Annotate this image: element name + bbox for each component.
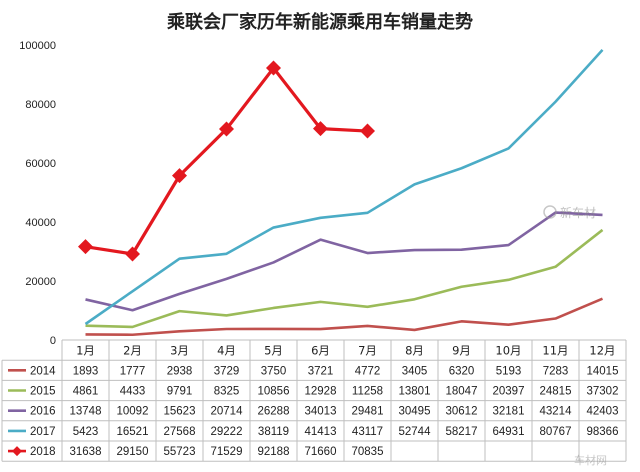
data-label: 14015 (587, 365, 619, 377)
data-label: 13748 (70, 406, 102, 418)
data-label: 1777 (120, 365, 146, 377)
data-label: 71660 (305, 446, 337, 458)
y-tick-label: 40000 (25, 217, 56, 229)
data-label: 4433 (120, 386, 146, 398)
x-tick-label: 4月 (217, 344, 236, 358)
data-label: 3729 (214, 365, 240, 377)
data-label: 27568 (164, 426, 196, 438)
x-tick-label: 6月 (311, 344, 330, 358)
data-point-2018 (219, 121, 234, 137)
data-label: 6320 (449, 365, 475, 377)
data-label: 29222 (211, 426, 243, 438)
x-tick-label: 2月 (123, 344, 142, 358)
data-label: 8325 (214, 386, 240, 398)
data-label: 37302 (587, 386, 619, 398)
data-label: 30612 (446, 406, 478, 418)
data-label: 43117 (352, 426, 383, 438)
data-label: 32181 (493, 406, 525, 418)
data-label: 29481 (352, 406, 384, 418)
data-label: 15623 (164, 406, 196, 418)
data-label: 20714 (211, 406, 244, 418)
x-tick-label: 8月 (405, 344, 424, 358)
chart-title: 乘联会厂家历年新能源乘用车销量走势 (166, 11, 473, 33)
data-label: 42403 (587, 406, 619, 418)
legend-label-2015: 2015 (30, 386, 56, 398)
legend-label-2014: 2014 (30, 365, 56, 377)
data-point-2018 (125, 246, 140, 262)
legend-label-2017: 2017 (30, 426, 56, 438)
data-label: 5193 (496, 365, 522, 377)
y-tick-label: 20000 (25, 276, 56, 288)
y-tick-label: 0 (50, 335, 56, 347)
data-point-2018 (360, 123, 375, 139)
data-label: 5423 (73, 426, 99, 438)
data-label: 3750 (261, 365, 287, 377)
data-label: 20397 (493, 386, 525, 398)
data-label: 31638 (70, 446, 102, 458)
series-line-2016 (85, 211, 603, 312)
x-tick-label: 7月 (358, 344, 377, 358)
data-label: 52744 (399, 426, 432, 438)
data-label: 1893 (73, 365, 99, 377)
data-label: 34013 (305, 406, 337, 418)
data-point-2018 (78, 239, 93, 255)
x-tick-label: 12月 (589, 344, 615, 358)
x-tick-label: 9月 (452, 344, 471, 358)
data-label: 18047 (446, 386, 478, 398)
data-label: 4861 (73, 386, 99, 398)
data-label: 70835 (352, 446, 384, 458)
data-label: 55723 (164, 446, 196, 458)
data-point-2018 (266, 60, 281, 76)
x-tick-label: 3月 (170, 344, 189, 358)
data-label: 38119 (258, 426, 289, 438)
data-label: 41413 (305, 426, 337, 438)
legend-marker-2018 (12, 446, 22, 457)
watermark-logo-icon (543, 205, 557, 219)
series-line-2017 (84, 48, 604, 326)
data-label: 10092 (117, 406, 149, 418)
data-label: 30495 (399, 406, 431, 418)
data-label: 71529 (211, 446, 243, 458)
x-tick-label: 10月 (495, 344, 521, 358)
data-label: 13801 (399, 386, 431, 398)
data-label: 11258 (352, 386, 383, 398)
y-tick-label: 60000 (25, 158, 56, 170)
x-tick-label: 11月 (542, 344, 568, 358)
data-label: 7283 (543, 365, 569, 377)
data-label: 12928 (305, 386, 337, 398)
data-label: 92188 (258, 446, 290, 458)
legend-label-2018: 2018 (30, 446, 56, 458)
data-point-2018 (172, 168, 187, 184)
legend-label-2016: 2016 (30, 406, 56, 418)
x-tick-label: 1月 (76, 344, 95, 358)
y-tick-label: 80000 (25, 99, 56, 111)
watermark-text: 新车材 (560, 205, 596, 220)
data-label: 3405 (402, 365, 428, 377)
data-label: 10856 (258, 386, 290, 398)
data-label: 64931 (493, 426, 525, 438)
data-label: 43214 (540, 406, 573, 418)
series-line-2015 (85, 228, 604, 329)
data-label: 58217 (446, 426, 478, 438)
data-label: 26288 (258, 406, 290, 418)
x-tick-label: 5月 (264, 344, 283, 358)
data-label: 4772 (355, 365, 381, 377)
data-label: 2938 (167, 365, 193, 377)
data-label: 29150 (117, 446, 149, 458)
y-tick-label: 100000 (19, 40, 56, 52)
data-label: 98366 (587, 426, 619, 438)
data-label: 3721 (308, 365, 334, 377)
data-label: 16521 (117, 426, 149, 438)
data-label: 24815 (540, 386, 572, 398)
data-point-2018 (313, 121, 328, 137)
data-label: 9791 (167, 386, 193, 398)
series-line-2018 (85, 66, 368, 256)
data-label: 80767 (540, 426, 572, 438)
watermark-subtext: 车材网 (574, 453, 607, 467)
series-line-2014 (85, 297, 604, 337)
